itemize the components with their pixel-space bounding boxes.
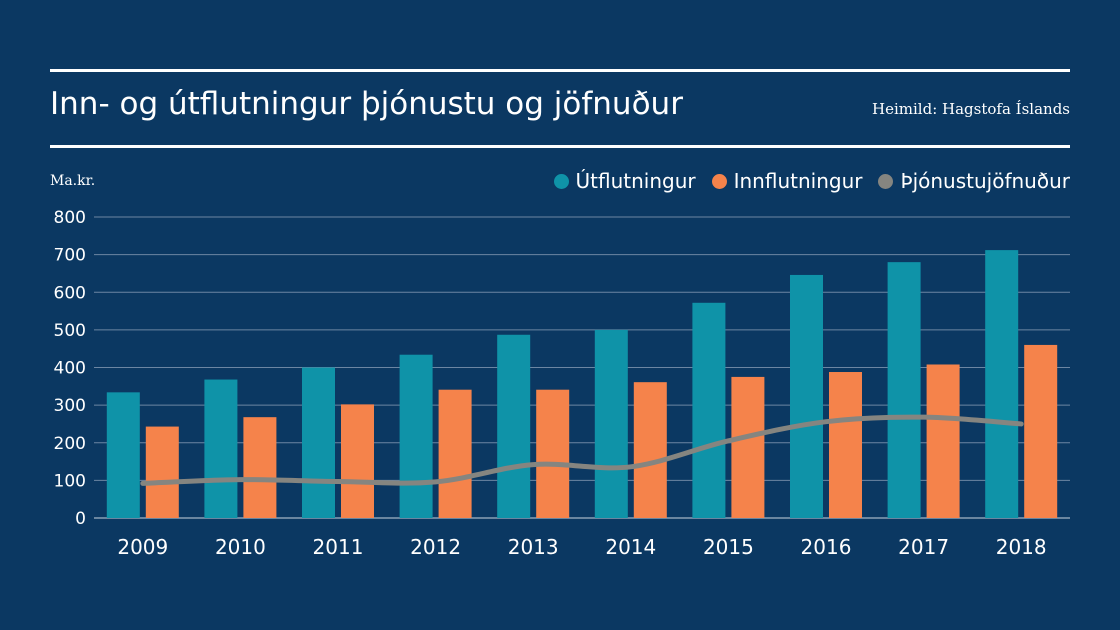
legend-imports-marker-icon: [711, 173, 727, 189]
legend-item-exports: Útflutningur: [553, 169, 696, 193]
y-tick-label: 400: [54, 359, 86, 379]
bar-imports-2013: [536, 389, 570, 518]
x-tick-label-2018: 2018: [996, 535, 1047, 559]
bar-exports-2014: [594, 329, 628, 518]
bar-exports-2015: [692, 302, 726, 518]
x-tick-label-2010: 2010: [215, 535, 266, 559]
legend-exports-label: Útflutningur: [575, 169, 696, 193]
y-tick-label: 200: [54, 434, 86, 454]
x-tick-label-2014: 2014: [605, 535, 656, 559]
source-note: Heimild: Hagstofa Íslands: [872, 100, 1070, 118]
y-tick-label: 800: [54, 208, 86, 228]
bar-imports-2009: [145, 426, 179, 518]
x-tick-label-2016: 2016: [801, 535, 852, 559]
bar-exports-2011: [302, 367, 335, 518]
legend-exports-marker-icon: [553, 173, 569, 189]
bar-imports-2014: [633, 382, 667, 518]
y-tick-label: 600: [54, 283, 86, 303]
x-tick-label-2017: 2017: [898, 535, 949, 559]
bottom-rule: [50, 145, 1070, 148]
bar-imports-2017: [926, 364, 960, 518]
y-tick-label: 300: [54, 396, 86, 416]
legend-item-balance: Þjónustujöfnuður: [878, 169, 1070, 193]
balance-line: [140, 414, 1024, 486]
bar-imports-2012: [438, 389, 472, 518]
bar-exports-2013: [497, 334, 531, 518]
bar-imports-2010: [243, 417, 277, 518]
x-tick-label-2015: 2015: [703, 535, 754, 559]
legend-item-imports: Innflutningur: [711, 169, 863, 193]
bar-imports-2011: [341, 404, 374, 518]
bar-exports-2018: [985, 250, 1019, 519]
legend: Útflutningur Innflutningur Þjónustujöfnu…: [553, 169, 1070, 193]
bar-exports-2016: [790, 274, 823, 518]
bar-imports-2018: [1024, 344, 1058, 518]
bar-imports-2016: [829, 372, 862, 518]
top-rule: [50, 69, 1070, 72]
legend-balance-marker-icon: [878, 173, 894, 189]
x-tick-label-2011: 2011: [313, 535, 364, 559]
y-tick-label: 0: [75, 509, 86, 529]
x-tick-label-2012: 2012: [410, 535, 461, 559]
x-tick-label-2013: 2013: [508, 535, 559, 559]
bar-exports-2017: [887, 262, 921, 518]
x-tick-label-2009: 2009: [117, 535, 168, 559]
bar-exports-2012: [399, 354, 433, 518]
y-tick-label: 700: [54, 246, 86, 266]
bar-exports-2009: [106, 392, 140, 518]
chart-title: Inn- og útflutningur þjónustu og jöfnuðu…: [50, 86, 683, 122]
bar-imports-2015: [731, 376, 765, 518]
bar-exports-2010: [204, 379, 238, 518]
legend-imports-label: Innflutningur: [733, 169, 863, 193]
y-tick-label: 100: [54, 471, 86, 491]
legend-balance-label: Þjónustujöfnuður: [900, 169, 1070, 193]
y-axis-unit-label: Ma.kr.: [50, 173, 96, 189]
y-tick-label: 500: [54, 321, 86, 341]
